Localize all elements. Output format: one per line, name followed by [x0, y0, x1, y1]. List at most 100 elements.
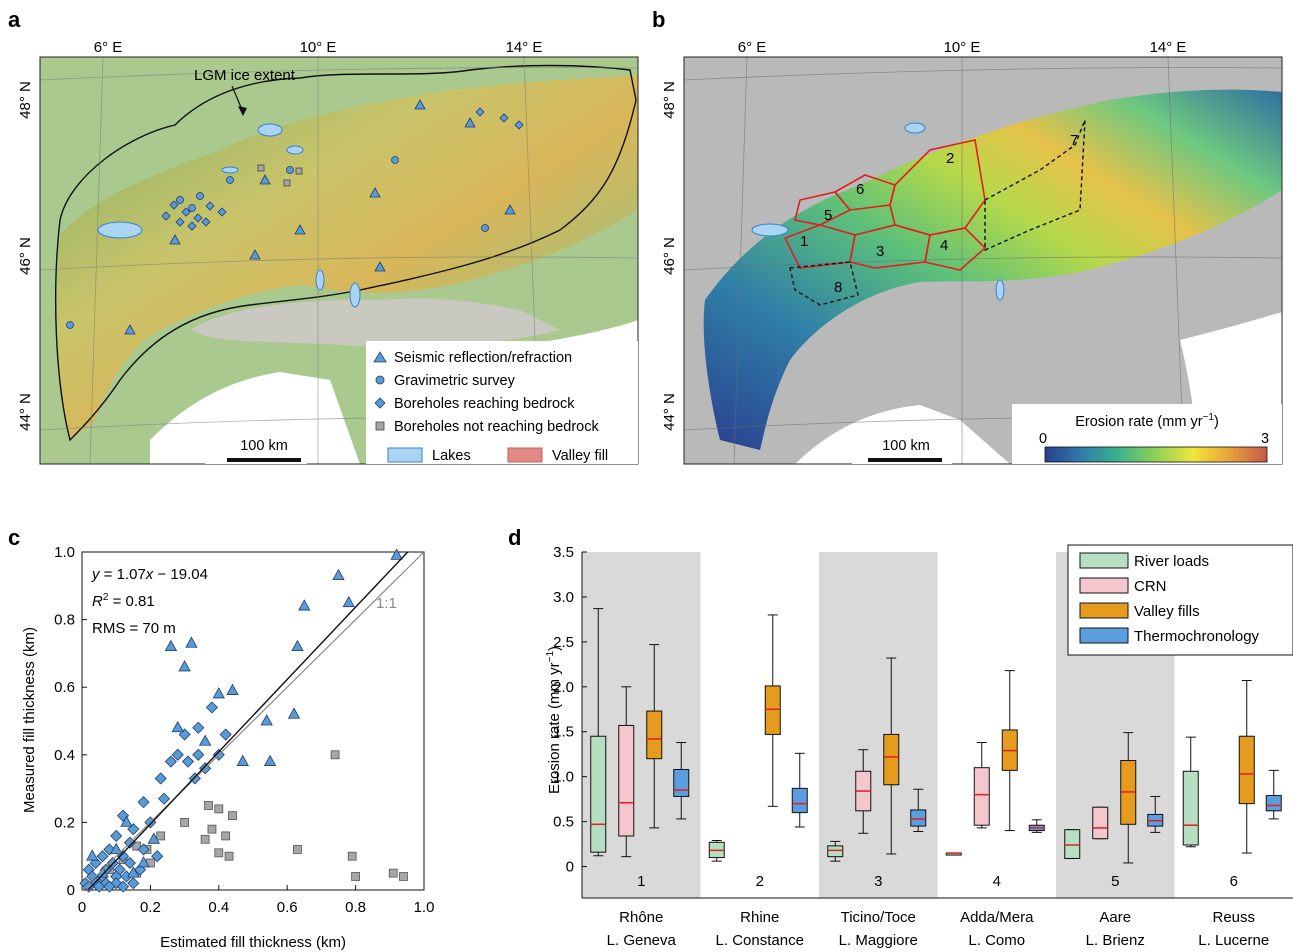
- lakes-b: [751, 122, 1005, 301]
- chart-d-category-name: Rhine: [740, 909, 779, 926]
- scatter-point-borehole-not-reaching: [351, 872, 361, 881]
- scatter-point-borehole-reaching: [110, 829, 123, 842]
- scatter-point-borehole-not-reaching: [156, 831, 166, 841]
- legend-gravimetric-marker: [375, 375, 385, 385]
- chart-c-x-tick-label: 1.0: [414, 899, 435, 916]
- box-body: [646, 710, 663, 760]
- scatter-point-seismic: [110, 842, 123, 854]
- scatter-point-borehole-not-reaching: [214, 848, 224, 858]
- region-label-1: 1: [800, 233, 808, 250]
- lgm-annotation-arrowhead: [238, 106, 247, 116]
- lakes-a: [97, 123, 361, 308]
- chart-d-legend-label: CRN: [1134, 578, 1167, 595]
- scatter-point-borehole-reaching: [116, 880, 130, 893]
- scatter-point-borehole-not-reaching: [293, 845, 302, 854]
- chart-d-category-number: 2: [756, 873, 764, 890]
- scatter-point-borehole-reaching: [93, 880, 106, 893]
- survey-markers-a: [66, 99, 524, 335]
- scatter-point-borehole-reaching: [219, 728, 232, 741]
- chart-d-category-name: Rhône: [619, 909, 663, 926]
- chart-d-y-tick-label: 1.5: [553, 724, 574, 741]
- chart-c-axes: 0 0.2 0.4 0.6 0.8 1.0 0 0.2 0.4 0.6 0.8 1.0: [54, 544, 434, 916]
- chart-d-y-tick-label: 1.0: [553, 769, 574, 786]
- legend-lakes-swatch: [387, 447, 423, 463]
- panel-letter-a: a: [8, 7, 21, 32]
- chart-d-y-tick-label: 2.0: [553, 679, 574, 696]
- scatter-point-borehole-reaching: [154, 772, 167, 785]
- box-body: [1265, 795, 1282, 812]
- chart-d-category-name: Aare: [1099, 909, 1131, 926]
- scatter-point-seismic: [120, 815, 133, 827]
- chart-c-equation: y = 1.07x − 19.04: [91, 566, 208, 583]
- map-b-frame: [683, 56, 1283, 465]
- chart-d-category-labels: 1 Rhône L. Geneva 2 Rhine L. Constance 3 Ticino…: [607, 873, 1270, 949]
- chart-c-lines: [81, 551, 425, 891]
- chart-c-ylabel: Measured fill thickness (km): [21, 627, 38, 813]
- colorbar-min-label: 0: [1039, 431, 1047, 447]
- erosion-regions-dashed: [789, 119, 1086, 306]
- lat-label-a-44n: 44° N: [17, 393, 34, 431]
- legend-gravimetric-label: Gravimetric survey: [394, 373, 516, 389]
- panel-letter-c: c: [8, 525, 20, 550]
- lon-label-b-10e: 10° E: [944, 39, 981, 56]
- chart-d-y-tick-label: 0.5: [553, 814, 574, 831]
- box-body: [791, 787, 808, 814]
- scatter-point-borehole-not-reaching: [388, 868, 398, 878]
- map-a-legend-box: [366, 341, 638, 464]
- box-body: [910, 809, 927, 827]
- region-number-labels: 1 2 3 4 5 6 7 8: [800, 132, 1078, 296]
- unreached-boreholes-a: [257, 164, 303, 187]
- lat-label-b-48n: 48° N: [661, 81, 678, 119]
- chart-d-category-shade: [819, 552, 938, 898]
- region-label-6: 6: [856, 181, 864, 198]
- alps-erosion-rate: [703, 89, 1282, 450]
- lgm-annotation: LGM ice extent: [194, 67, 296, 84]
- chart-c-y-tick-label: 0.6: [54, 679, 75, 696]
- lat-label-b-44n: 44° N: [661, 393, 678, 431]
- scatter-point-seismic: [298, 599, 311, 611]
- chart-d-category-number: 4: [993, 873, 1001, 890]
- scatter-point-borehole-not-reaching: [330, 750, 340, 760]
- region-label-2: 2: [946, 150, 954, 167]
- legend-boreholes-not-reaching-label: Boreholes not reaching bedrock: [394, 419, 599, 435]
- chart-d-legend-swatch: [1079, 602, 1129, 619]
- region-label-3: 3: [876, 243, 884, 260]
- lon-label-a-6e: 6° E: [94, 39, 123, 56]
- scatter-point-borehole-not-reaching: [347, 851, 357, 861]
- scatter-point-borehole-reaching: [137, 796, 150, 809]
- map-a: 6° E 10° E 14° E 48° N 46° N 44° N LGM i…: [17, 39, 639, 465]
- chart-c-xlabel: Estimated fill thickness (km): [160, 934, 346, 951]
- lon-label-a-14e: 14° E: [506, 39, 543, 56]
- scatter-point-seismic: [164, 639, 178, 652]
- scale-bar-a-label: 100 km: [240, 438, 288, 454]
- chart-c-one-to-one-line: [81, 551, 425, 891]
- region-label-5: 5: [824, 207, 832, 224]
- scatter-point-seismic: [127, 866, 140, 878]
- scatter-point-borehole-reaching: [123, 856, 136, 870]
- legend-valley-fill-label: Valley fill: [552, 448, 608, 464]
- legend-boreholes-reaching-label: Boreholes reaching bedrock: [394, 396, 575, 412]
- chart-d-category-lake: L. Lucerne: [1198, 932, 1269, 949]
- chart-c-x-tick-label: 0.2: [140, 899, 161, 916]
- legend-boreholes-reaching-marker: [374, 397, 386, 409]
- chart-d-legend-label: Valley fills: [1134, 603, 1200, 620]
- chart-d-ylabel: Erosion rate (mm yr−1): [545, 646, 563, 794]
- scatter-point-borehole-reaching: [164, 755, 177, 768]
- chart-d-category-lake: L. Brienz: [1086, 932, 1145, 949]
- scatter-point-borehole-reaching: [205, 701, 219, 714]
- scatter-point-borehole-not-reaching: [204, 801, 213, 810]
- scatter-point-borehole-reaching: [181, 755, 195, 768]
- chart-d-category-lake: L. Como: [968, 932, 1025, 949]
- scatter-point-borehole-not-reaching: [228, 811, 237, 821]
- chart-d-y-tick-label: 3.0: [553, 589, 574, 606]
- scatter-point-borehole-reaching: [127, 877, 140, 890]
- chart-c-y-tick-label: 1.0: [54, 544, 75, 561]
- scatter-point-seismic: [263, 754, 277, 766]
- scatter-point-borehole-reaching: [192, 721, 205, 734]
- scatter-point-borehole-not-reaching: [132, 841, 142, 851]
- scatter-point-borehole-not-reaching: [221, 831, 231, 841]
- scatter-point-borehole-not-reaching: [207, 824, 217, 834]
- scatter-point-borehole-reaching: [158, 792, 171, 805]
- legend-seismic-marker: [373, 351, 387, 363]
- lat-label-a-48n: 48° N: [17, 81, 34, 119]
